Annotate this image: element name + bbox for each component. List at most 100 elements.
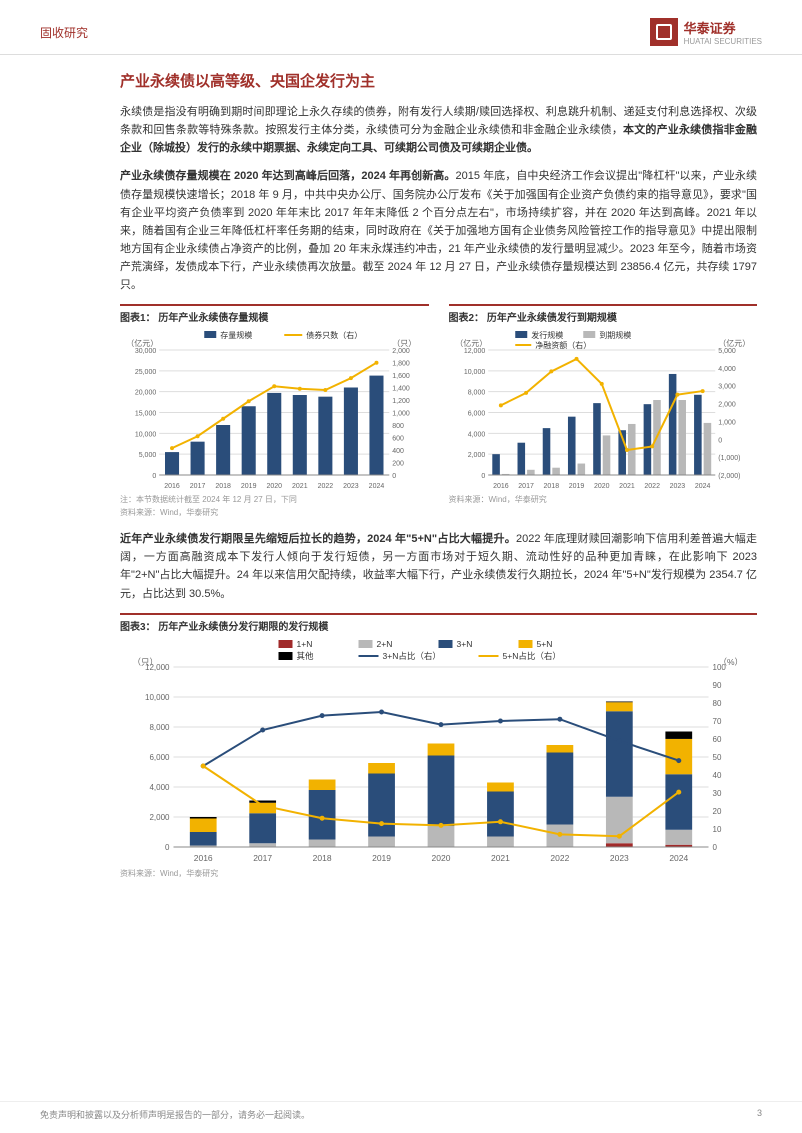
svg-text:2016: 2016 <box>194 853 213 863</box>
svg-text:2018: 2018 <box>543 483 559 490</box>
svg-text:2,000: 2,000 <box>467 453 485 460</box>
section-title: 产业永续债以高等级、央国企发行为主 <box>120 70 757 91</box>
svg-text:2022: 2022 <box>644 483 660 490</box>
charts-row-1: 图表1： 历年产业永续债存量规模 存量规模债券只数（右）（亿元）（只）05,00… <box>120 304 757 518</box>
chart-1-note2: 资料来源：Wind，华泰研究 <box>120 508 429 518</box>
svg-text:30: 30 <box>713 789 722 798</box>
header-brand-block: 华泰证券 HUATAI SECURITIES <box>650 18 762 46</box>
svg-text:5+N占比（右）: 5+N占比（右） <box>503 651 561 661</box>
svg-text:10,000: 10,000 <box>463 369 485 376</box>
svg-text:1,400: 1,400 <box>392 386 410 393</box>
svg-text:2019: 2019 <box>241 483 257 490</box>
svg-text:4,000: 4,000 <box>718 366 736 373</box>
svg-text:1,200: 1,200 <box>392 398 410 405</box>
svg-text:10: 10 <box>713 825 722 834</box>
brand-sub: HUATAI SECURITIES <box>684 37 762 46</box>
svg-text:15,000: 15,000 <box>135 411 157 418</box>
svg-text:1,800: 1,800 <box>392 361 410 368</box>
svg-text:存量规模: 存量规模 <box>220 330 252 340</box>
svg-text:8,000: 8,000 <box>149 723 170 732</box>
page-header: 固收研究 华泰证券 HUATAI SECURITIES <box>0 0 802 55</box>
svg-text:3,000: 3,000 <box>718 384 736 391</box>
svg-text:（亿元）: （亿元） <box>718 338 750 348</box>
svg-text:1+N: 1+N <box>297 639 313 649</box>
svg-text:(1,000): (1,000) <box>718 456 740 463</box>
page-number: 3 <box>757 1108 762 1121</box>
svg-text:2017: 2017 <box>253 853 272 863</box>
svg-text:2019: 2019 <box>568 483 584 490</box>
svg-text:到期规模: 到期规模 <box>599 330 631 340</box>
svg-text:0: 0 <box>481 473 485 480</box>
svg-text:30,000: 30,000 <box>135 348 157 355</box>
chart-2-svg: 发行规模到期规模净融资额（右）（亿元）（亿元）02,0004,0006,0008… <box>449 328 758 493</box>
svg-text:0: 0 <box>713 843 718 852</box>
svg-text:（亿元）: （亿元） <box>126 338 158 348</box>
svg-text:10,000: 10,000 <box>145 693 170 702</box>
svg-text:2024: 2024 <box>694 483 710 490</box>
svg-text:200: 200 <box>392 461 404 468</box>
svg-text:2023: 2023 <box>669 483 685 490</box>
svg-text:2018: 2018 <box>313 853 332 863</box>
svg-text:2016: 2016 <box>493 483 509 490</box>
chart-2-note: 资料来源：Wind，华泰研究 <box>449 495 758 505</box>
svg-text:40: 40 <box>713 771 722 780</box>
svg-text:20: 20 <box>713 807 722 816</box>
svg-text:2020: 2020 <box>593 483 609 490</box>
svg-text:8,000: 8,000 <box>467 390 485 397</box>
svg-text:净融资额（右）: 净融资额（右） <box>535 340 591 350</box>
svg-text:2019: 2019 <box>372 853 391 863</box>
footer-disclaimer: 免责声明和披露以及分析师声明是报告的一部分，请务必一起阅读。 <box>40 1108 310 1121</box>
svg-text:债券只数（右）: 债券只数（右） <box>306 330 362 340</box>
svg-text:5+N: 5+N <box>537 639 553 649</box>
svg-text:(2,000): (2,000) <box>718 473 740 480</box>
svg-text:400: 400 <box>392 448 404 455</box>
chart-2-title: 图表2： 历年产业永续债发行到期规模 <box>449 304 758 324</box>
svg-text:10,000: 10,000 <box>135 432 157 439</box>
chart-3: 图表3： 历年产业永续债分发行期限的发行规模 1+N 2+N 3+N 5+N 其他 3+N… <box>120 613 757 879</box>
svg-text:5,000: 5,000 <box>139 453 157 460</box>
svg-text:60: 60 <box>713 735 722 744</box>
paragraph-1: 永续债是指没有明确到期时间即理论上永久存续的债券，附有发行人续期/赎回选择权、利… <box>120 103 757 157</box>
svg-text:其他: 其他 <box>297 651 315 661</box>
svg-text:6,000: 6,000 <box>149 753 170 762</box>
svg-text:20,000: 20,000 <box>135 390 157 397</box>
svg-text:1,600: 1,600 <box>392 373 410 380</box>
svg-text:发行规模: 发行规模 <box>531 330 563 340</box>
brand-name: 华泰证券 <box>684 21 736 36</box>
svg-text:2016: 2016 <box>164 483 180 490</box>
svg-text:4,000: 4,000 <box>467 432 485 439</box>
svg-text:（只）: （只） <box>392 339 416 348</box>
chart-1: 图表1： 历年产业永续债存量规模 存量规模债券只数（右）（亿元）（只）05,00… <box>120 304 429 518</box>
svg-text:70: 70 <box>713 717 722 726</box>
svg-text:3+N: 3+N <box>457 639 473 649</box>
svg-text:2021: 2021 <box>292 483 308 490</box>
svg-text:80: 80 <box>713 699 722 708</box>
svg-text:2,000: 2,000 <box>149 813 170 822</box>
svg-text:2022: 2022 <box>550 853 569 863</box>
svg-text:2021: 2021 <box>619 483 635 490</box>
svg-text:0: 0 <box>718 438 722 445</box>
brand-logo-icon <box>650 18 678 46</box>
chart-3-note: 资料来源：Wind，华泰研究 <box>120 869 757 879</box>
chart-1-note1: 注：本节数据统计截至 2024 年 12 月 27 日，下同 <box>120 495 429 505</box>
svg-text:12,000: 12,000 <box>463 348 485 355</box>
chart-3-svg: 1+N2+N3+N5+N其他3+N占比（右）5+N占比（右）（只）（%）02,0… <box>120 637 757 867</box>
svg-text:25,000: 25,000 <box>135 369 157 376</box>
svg-text:2023: 2023 <box>610 853 629 863</box>
paragraph-2: 产业永续债存量规模在 2020 年达到高峰后回落，2024 年再创新高。2015… <box>120 167 757 294</box>
svg-text:3+N占比（右）: 3+N占比（右） <box>383 651 441 661</box>
svg-text:（亿元）: （亿元） <box>455 338 487 348</box>
svg-text:12,000: 12,000 <box>145 663 170 672</box>
svg-text:2+N: 2+N <box>377 639 393 649</box>
chart-3-title: 图表3： 历年产业永续债分发行期限的发行规模 <box>120 613 757 633</box>
svg-text:1,000: 1,000 <box>718 420 736 427</box>
svg-text:5,000: 5,000 <box>718 348 736 355</box>
svg-text:1,000: 1,000 <box>392 411 410 418</box>
page-footer: 免责声明和披露以及分析师声明是报告的一部分，请务必一起阅读。 3 <box>0 1101 802 1121</box>
svg-text:2024: 2024 <box>669 853 688 863</box>
svg-text:2020: 2020 <box>432 853 451 863</box>
chart-2: 图表2： 历年产业永续债发行到期规模 发行规模 到期规模净融资额（右） （亿元） （亿… <box>449 304 758 518</box>
paragraph-3: 近年产业永续债发行期限呈先缩短后拉长的趋势，2024 年"5+N"占比大幅提升。… <box>120 530 757 603</box>
svg-text:2017: 2017 <box>190 483 206 490</box>
svg-text:800: 800 <box>392 423 404 430</box>
